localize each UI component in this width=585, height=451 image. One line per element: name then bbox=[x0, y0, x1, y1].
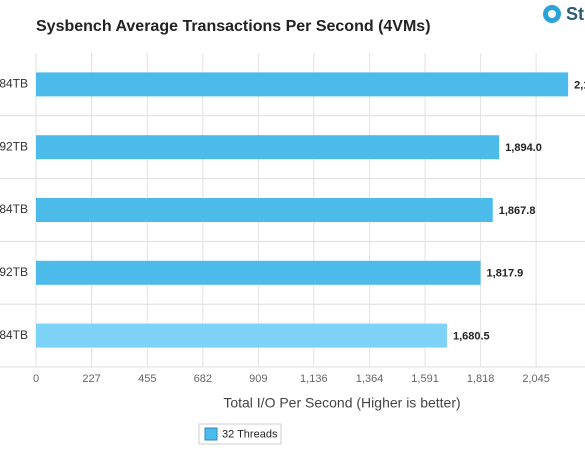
x-tick-label: 1,364 bbox=[356, 373, 384, 385]
logo-text: St bbox=[566, 4, 584, 24]
bar bbox=[36, 72, 569, 97]
x-axis-title: Total I/O Per Second (Higher is better) bbox=[223, 395, 460, 411]
bar bbox=[36, 260, 481, 285]
x-tick-label: 0 bbox=[33, 373, 39, 385]
x-tick-label: 1,591 bbox=[411, 373, 439, 385]
x-tick-label: 227 bbox=[82, 373, 100, 385]
value-label: 2,176 bbox=[574, 79, 585, 91]
y-tick-label: 84TB bbox=[0, 202, 28, 216]
logo-icon-inner bbox=[548, 10, 556, 18]
x-tick-label: 455 bbox=[138, 373, 156, 385]
y-tick-label: 84TB bbox=[0, 328, 28, 342]
x-tick-label: 1,818 bbox=[467, 373, 495, 385]
value-label: 1,867.8 bbox=[499, 205, 536, 217]
value-label: 1,894.0 bbox=[505, 142, 542, 154]
chart-title: Sysbench Average Transactions Per Second… bbox=[36, 18, 431, 35]
legend-label: 32 Threads bbox=[222, 428, 278, 440]
y-tick-label: 92TB bbox=[0, 139, 28, 153]
bar bbox=[36, 323, 447, 348]
bar bbox=[36, 135, 500, 160]
value-label: 1,680.5 bbox=[453, 331, 490, 343]
legend-box bbox=[198, 423, 282, 445]
x-tick-label: 909 bbox=[249, 373, 267, 385]
y-tick-label: 92TB bbox=[0, 265, 28, 279]
bar bbox=[36, 198, 493, 222]
legend-swatch bbox=[204, 427, 218, 441]
x-tick-label: 1,136 bbox=[300, 373, 328, 385]
x-tick-label: 2,045 bbox=[522, 373, 550, 385]
x-tick-label: 682 bbox=[194, 373, 212, 385]
y-tick-label: 84TB bbox=[0, 77, 28, 91]
value-label: 1,817.9 bbox=[487, 268, 524, 280]
